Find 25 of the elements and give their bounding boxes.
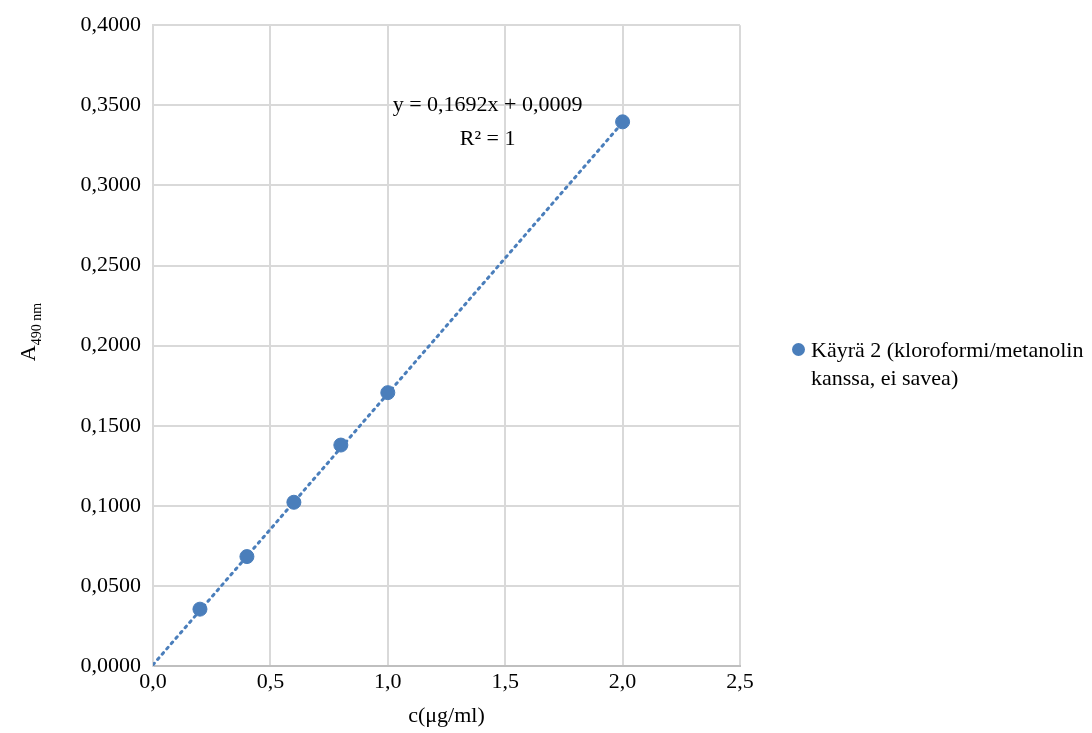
x-tick-label: 1,0: [374, 668, 402, 694]
point: [239, 549, 255, 565]
x-axis-title: c(μg/ml): [408, 701, 485, 727]
point: [615, 114, 631, 130]
x-tick-label: 2,0: [608, 668, 637, 694]
y-tick-label: 0,1000: [80, 491, 141, 517]
x-tick-label: 0,5: [256, 668, 285, 694]
annotation: R² = 1: [459, 124, 516, 150]
y-tick-label: 0,1500: [80, 411, 141, 437]
x-tick-label: 0,0: [139, 668, 167, 694]
y-tick-label: 0,0000: [80, 651, 141, 677]
y-tick-label: 0,2000: [80, 331, 141, 357]
point: [380, 385, 396, 401]
y-tick-label: 0,4000: [80, 10, 141, 36]
point: [333, 437, 349, 453]
y-tick-label: 0,0500: [80, 571, 141, 597]
x-tick-label: 1,5: [491, 668, 519, 694]
x-tick-label: 2,5: [726, 668, 754, 694]
y-tick-label: 0,3500: [80, 91, 141, 117]
legend-label: Käyrä 2 (kloroformi/metanolin kanssa, ei savea): [811, 336, 1085, 392]
annotation: y = 0,1692x + 0,0009: [392, 90, 583, 116]
y-tick-label: 0,3000: [80, 171, 141, 197]
point: [286, 494, 302, 510]
point: [192, 601, 208, 617]
y-tick-label: 0,2500: [80, 251, 141, 277]
